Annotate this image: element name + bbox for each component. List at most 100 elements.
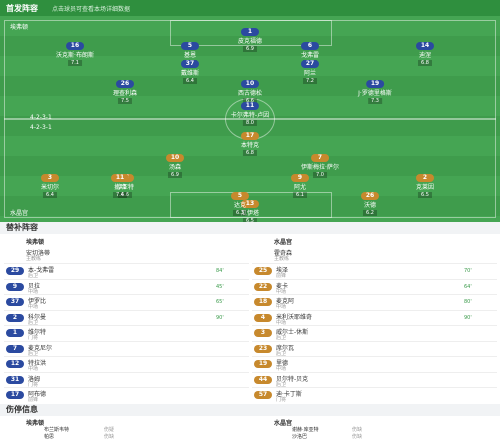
sub-number: 9 xyxy=(6,282,24,291)
player-number: 5 xyxy=(181,42,199,50)
sub-row[interactable]: 3 威尔士-休斯 后卫 xyxy=(252,325,497,341)
injury-name: 帕思 xyxy=(44,434,55,440)
team-name: 水晶宫 xyxy=(274,420,293,427)
player-number: 11 xyxy=(240,102,259,110)
sub-minute: 65' xyxy=(216,299,224,305)
sub-row[interactable]: 18 麦克阿 中场 80' xyxy=(252,294,497,310)
sub-number: 31 xyxy=(6,375,24,384)
player[interactable]: 37 戴维斯 6.4 xyxy=(180,60,200,84)
sub-name: 麦克阿 xyxy=(276,298,295,305)
sub-name: 威尔士-休斯 xyxy=(276,329,309,336)
sub-row[interactable]: 7 麦克尼尔 后卫 xyxy=(4,340,249,357)
sub-row[interactable]: 9 贝拉 中场 45' xyxy=(4,278,249,295)
player[interactable]: 19 J·罗德里格斯 7.3 xyxy=(358,80,392,104)
player-number: 26 xyxy=(115,80,134,88)
player-name: 瓜伊塔 xyxy=(240,210,260,217)
player[interactable]: 26 沃德 6.2 xyxy=(361,192,379,216)
sub-number: 23 xyxy=(254,344,272,353)
player-name: 迪涅 xyxy=(418,52,431,59)
player[interactable]: 9 阿尤 6.1 xyxy=(291,174,309,198)
sub-number: 3 xyxy=(254,329,272,337)
player-name: 戴维斯 xyxy=(180,70,200,77)
sub-number: 25 xyxy=(254,267,272,275)
player-name: 克莱因 xyxy=(415,184,435,191)
player-rating: 6.8 xyxy=(418,60,432,66)
player-rating: 7.2 xyxy=(303,78,317,84)
sub-row[interactable]: 37 伊罗比 中场 65' xyxy=(4,294,249,310)
home-team-name: 埃弗顿 xyxy=(10,24,29,31)
player-number: 11 xyxy=(111,174,129,182)
sub-name: 麦克尼尔 xyxy=(28,344,53,352)
subs-title: 替补阵容 xyxy=(6,223,38,232)
player[interactable]: 10 西古德松 6.6 xyxy=(238,80,262,104)
player-rating: 7.4 xyxy=(113,192,127,198)
player[interactable]: 27 阿兰 7.2 xyxy=(301,60,319,84)
player[interactable]: 11 扎哈 7.4 xyxy=(111,174,129,198)
player-number: 14 xyxy=(416,42,434,50)
player-name: 卡尔弗特-卢因 xyxy=(230,112,270,119)
team-name: 埃弗顿 xyxy=(26,420,45,427)
sub-row[interactable]: 57 迪·卡丁斯 门将 xyxy=(252,387,497,403)
sub-name: 贝拉 xyxy=(28,282,41,290)
player[interactable]: 17 本特克 6.8 xyxy=(240,132,259,156)
sub-row[interactable]: 1 维尔特 门将 xyxy=(4,325,249,341)
sub-row[interactable]: 2 科尔曼 后卫 90' xyxy=(4,309,249,326)
player-number: 5 xyxy=(231,192,249,200)
sub-number: 57 xyxy=(254,391,272,399)
player[interactable]: 3 米切尔 6.4 xyxy=(40,174,59,198)
sub-name: 洛姆 xyxy=(28,375,41,383)
sub-number: 4 xyxy=(254,313,272,322)
player-rating: 7.0 xyxy=(313,172,327,178)
player[interactable]: 11 卡尔弗特-卢因 8.0 xyxy=(231,102,269,126)
sub-name: 迪·卡丁斯 xyxy=(276,391,302,398)
sub-number: 19 xyxy=(254,360,272,368)
player-name: J·罗德里格斯 xyxy=(358,90,392,97)
coach-role: 主教练 xyxy=(26,256,42,262)
player[interactable]: 14 迪涅 6.8 xyxy=(416,42,434,66)
player[interactable]: 10 汤森 6.9 xyxy=(166,154,184,178)
injury-status: 伤缺 xyxy=(352,434,363,440)
player[interactable]: 13 瓜伊塔 6.5 xyxy=(240,200,260,224)
team-name: 埃弗顿 xyxy=(26,239,45,246)
sub-position: 中场 xyxy=(276,366,287,372)
player[interactable]: 7 伊斯梅拉·萨尔 7.0 xyxy=(301,154,339,178)
sub-row[interactable]: 22 麦卡 中场 64' xyxy=(252,278,497,295)
sub-minute: 84' xyxy=(216,268,224,274)
injury-status: 伤缺 xyxy=(352,427,363,433)
injury-name: 沙洛巴 xyxy=(292,434,308,440)
sub-number: 18 xyxy=(254,298,272,306)
sub-row[interactable]: 29 本-戈弗雷 后卫 84' xyxy=(4,263,249,279)
sub-name: 维尔特 xyxy=(28,329,47,336)
sub-row[interactable]: 17 阿布德 前锋 xyxy=(4,387,249,403)
sub-name: 埃泽 xyxy=(276,267,289,274)
sub-row[interactable]: 25 埃泽 前锋 70' xyxy=(252,263,497,279)
injury-name: 布兰斯韦特 xyxy=(44,427,70,433)
sub-position: 前锋 xyxy=(28,397,39,403)
sub-row[interactable]: 31 洛姆 门将 xyxy=(4,371,249,388)
sub-number: 1 xyxy=(6,329,24,337)
sub-position: 中场 xyxy=(276,304,287,310)
sub-row[interactable]: 12 特拉洪 中场 xyxy=(4,356,249,372)
player-number: 1 xyxy=(240,28,259,36)
player-rating: 6.2 xyxy=(363,210,377,216)
player[interactable]: 1 皮克福德 6.9 xyxy=(238,28,262,52)
player[interactable]: 2 克莱因 6.5 xyxy=(415,174,435,198)
sub-number: 17 xyxy=(6,391,24,399)
home-formation: 4-2-3-1 xyxy=(30,114,52,121)
sub-row[interactable]: 19 里德 中场 xyxy=(252,356,497,372)
player[interactable]: 5 达克 6.3 xyxy=(231,192,249,216)
player[interactable]: 16 沃克斯·布朗斯 7.1 xyxy=(56,42,94,66)
sub-row[interactable]: 23 席尔瓦 后卫 xyxy=(252,340,497,357)
sub-row[interactable]: 44 贝尔特-贝克 后卫 xyxy=(252,371,497,388)
player-name: 扎哈 xyxy=(113,184,126,191)
sub-row[interactable]: 4 米利沃耶维奇 中场 90' xyxy=(252,309,497,326)
player-name: 汤森 xyxy=(168,164,181,171)
sub-number: 22 xyxy=(254,282,272,291)
player-number: 6 xyxy=(300,42,319,50)
player-rating: 8.0 xyxy=(243,120,257,126)
player-name: 阿尤 xyxy=(293,184,306,191)
player-name: 戈弗雷 xyxy=(300,52,320,59)
player[interactable]: 26 理查利森 7.5 xyxy=(113,80,137,104)
player-rating: 7.3 xyxy=(368,98,382,104)
